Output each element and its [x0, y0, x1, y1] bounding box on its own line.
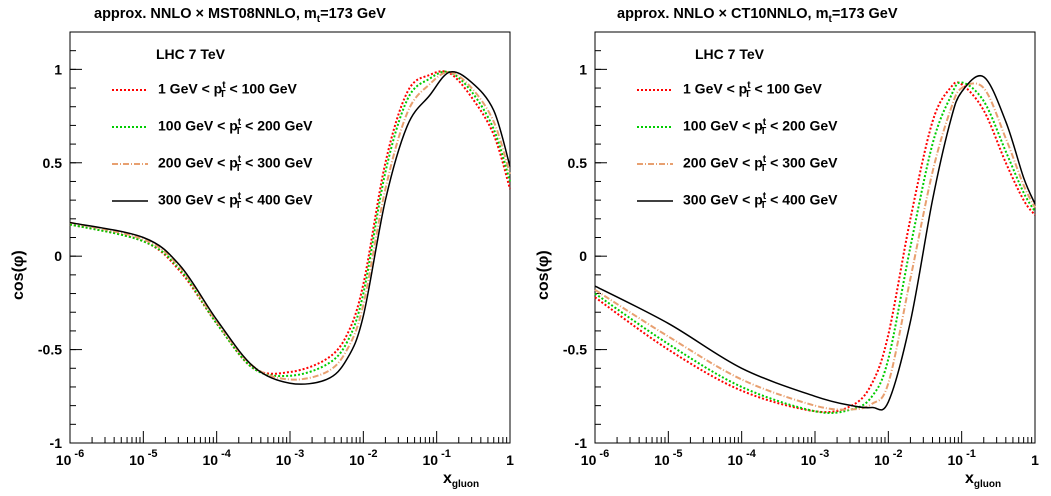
annotation-lhc: LHC 7 TeV	[156, 46, 225, 62]
legend-swatch	[112, 89, 148, 91]
y-tick-label: -0.5	[563, 342, 587, 358]
legend-label: 200 GeV < ptT < 300 GeV	[683, 154, 838, 175]
series-line-3	[69, 71, 511, 381]
x-tick-label: 10 -5	[129, 448, 157, 468]
chart-title: approx. NNLO × CT10NNLO, mt=173 GeV	[617, 6, 898, 25]
legend-label: 1 GeV < ptT < 100 GeV	[683, 80, 822, 101]
legend-label: 200 GeV < ptT < 300 GeV	[158, 154, 313, 175]
x-tick-label: 10 -4	[727, 448, 756, 468]
x-tick-label: 10 -2	[874, 448, 902, 468]
chart-title: approx. NNLO × MST08NNLO, mt=173 GeV	[94, 6, 386, 25]
series-line-4	[69, 70, 511, 385]
x-tick-label: 10 -5	[654, 448, 682, 468]
x-tick-label: 10 -3	[801, 448, 829, 468]
series-line-4	[594, 74, 1036, 411]
y-tick-label: -0.5	[38, 342, 62, 358]
legend-label: 100 GeV < ptT < 200 GeV	[683, 117, 838, 138]
legend-label: 300 GeV < ptT < 400 GeV	[158, 191, 313, 212]
x-tick-label: 10 -6	[56, 448, 84, 468]
x-tick-label: 10 -1	[422, 448, 450, 468]
legend-label: 1 GeV < ptT < 100 GeV	[158, 80, 297, 101]
x-tick-label: 10 -6	[581, 448, 609, 468]
annotation-lhc: LHC 7 TeV	[695, 46, 764, 62]
x-tick-label: 10 -3	[276, 448, 304, 468]
plot-area: 10 -6 10 -5 10 -4 10 -3 10 -2 10 -1 1 1 0.5 0 -0.5…	[563, 31, 1039, 468]
legend-swatch	[112, 163, 148, 165]
right-chart-panel: approx. NNLO × CT10NNLO, mt=173 GeV 10 -…	[525, 0, 1050, 496]
y-tick-label: 1	[54, 61, 62, 77]
x-tick-label: 10 -4	[202, 448, 231, 468]
legend-label: 300 GeV < ptT < 400 GeV	[683, 191, 838, 212]
series-line-2	[594, 81, 1036, 414]
x-tick-label: 1	[506, 452, 514, 468]
legend-swatch	[112, 200, 148, 202]
x-axis-title: xgluon	[965, 470, 1002, 491]
legend-swatch	[637, 200, 673, 202]
y-tick-label: -1	[50, 435, 63, 451]
legend-swatch	[637, 163, 673, 165]
y-tick-label: 1	[579, 61, 587, 77]
y-tick-label: 0	[54, 248, 62, 264]
y-tick-label: 0.5	[568, 155, 588, 171]
legend-swatch	[637, 89, 673, 91]
legend-swatch	[112, 126, 148, 128]
y-tick-label: 0	[579, 248, 587, 264]
series-line-3	[594, 82, 1036, 411]
legend-label: 100 GeV < ptT < 200 GeV	[158, 117, 313, 138]
x-tick-label: 10 -1	[947, 448, 975, 468]
legend-swatch	[637, 126, 673, 128]
plot-area: 10 -6 10 -5 10 -4 10 -3 10 -2 10 -1 1 1 0.5 0 -0.5…	[38, 31, 514, 468]
y-tick-label: -1	[575, 435, 588, 451]
x-tick-label: 1	[1031, 452, 1039, 468]
x-axis-title: xgluon	[443, 470, 480, 491]
y-axis-title: cos(φ)	[535, 250, 552, 300]
y-tick-label: 0.5	[43, 155, 63, 171]
y-axis-title: cos(φ)	[10, 250, 27, 300]
series-line-1	[69, 70, 511, 375]
left-chart-panel: approx. NNLO × MST08NNLO, mt=173 GeV 10 …	[0, 0, 525, 496]
x-tick-label: 10 -2	[349, 448, 377, 468]
